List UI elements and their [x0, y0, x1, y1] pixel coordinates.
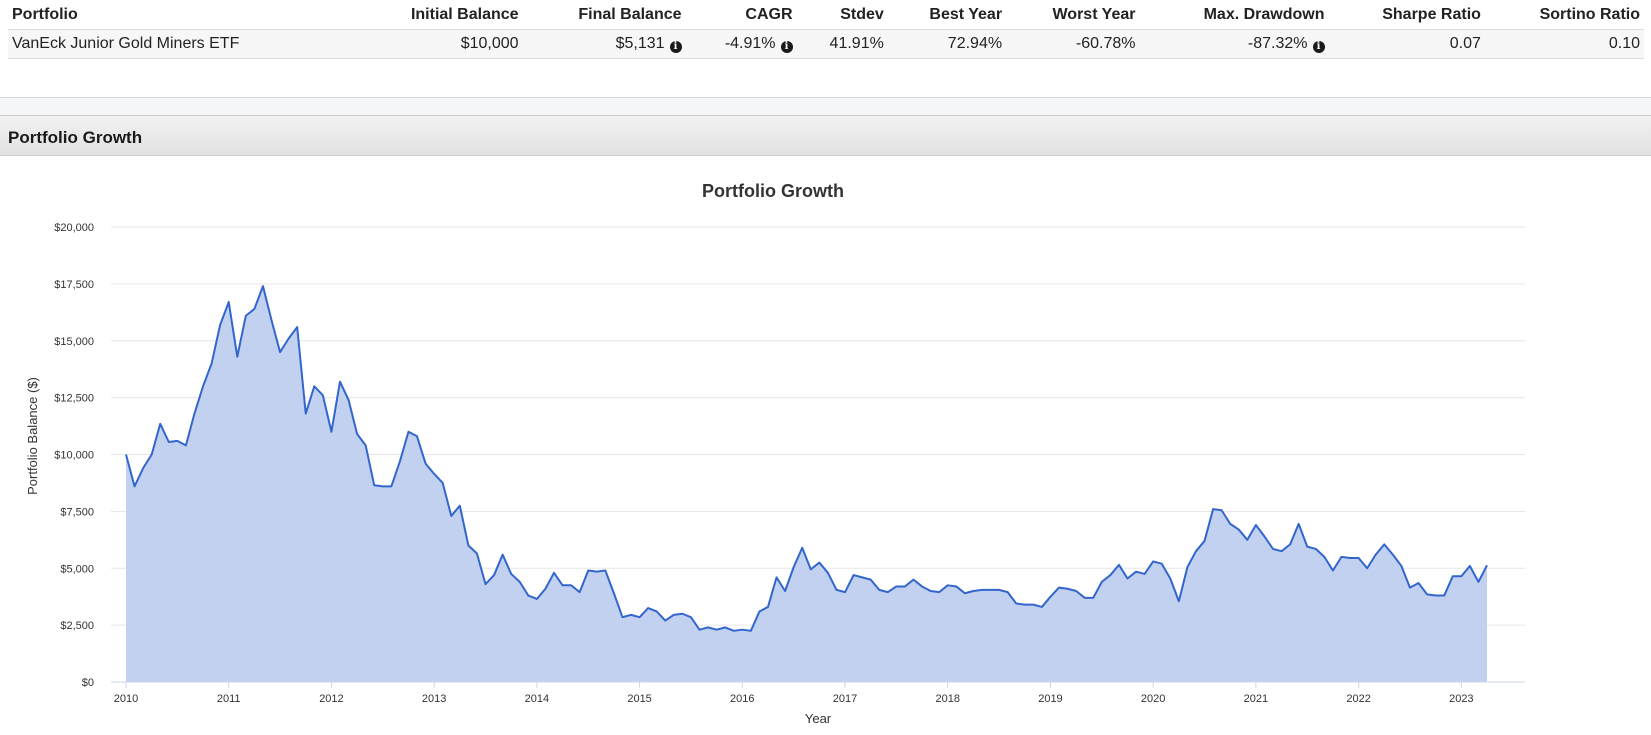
- x-tick-label: 2023: [1449, 693, 1473, 705]
- y-tick-label: $7,500: [60, 506, 94, 518]
- y-axis-ticks: $0 $2,500 $5,000 $7,500 $10,000 $12,500 $15,00…: [54, 222, 94, 689]
- stdev-value: 41.91%: [796, 29, 888, 59]
- sortino-ratio-value: 0.10: [1484, 29, 1644, 59]
- x-axis-ticks: 2010 2011 2012 2013 2014 2015 2016 2017 2018 2019…: [114, 682, 1474, 705]
- col-sortino-ratio: Sortino Ratio: [1539, 5, 1640, 23]
- final-balance-value: $5,131: [615, 35, 665, 52]
- x-tick-label: 2016: [730, 693, 754, 705]
- x-tick-label: 2017: [833, 693, 857, 705]
- worst-year-value: -60.78%: [1006, 29, 1140, 59]
- col-final-balance: Final Balance: [578, 5, 682, 23]
- portfolio-growth-chart: $0 $2,500 $5,000 $7,500 $10,000 $12,500 $15,00…: [25, 181, 1525, 726]
- section-divider: [0, 97, 1651, 116]
- max-drawdown-cell: -87.32% i: [1139, 29, 1329, 59]
- initial-balance-value: $10,000: [353, 29, 523, 59]
- y-tick-label: $17,500: [54, 279, 94, 291]
- col-initial-balance: Initial Balance: [410, 5, 519, 23]
- x-tick-label: 2021: [1244, 693, 1268, 705]
- y-tick-label: $2,500: [60, 620, 94, 632]
- x-tick-label: 2011: [217, 693, 241, 705]
- final-balance-cell: $5,131 i: [522, 29, 686, 59]
- col-sharpe-ratio: Sharpe Ratio: [1382, 5, 1481, 23]
- series-line[interactable]: [125, 285, 1488, 632]
- panel-title: Portfolio Growth: [8, 128, 143, 147]
- y-tick-label: $0: [82, 677, 94, 689]
- y-tick-label: $10,000: [54, 450, 94, 462]
- x-tick-label: 2014: [525, 693, 549, 705]
- x-tick-label: 2015: [627, 693, 651, 705]
- col-stdev: Stdev: [840, 5, 884, 23]
- series-area-fill: [126, 286, 1487, 682]
- col-max-drawdown: Max. Drawdown: [1203, 5, 1325, 23]
- portfolio-name-link[interactable]: VanEck Junior Gold Miners ETF: [8, 29, 354, 59]
- cagr-value: -4.91%: [724, 35, 776, 52]
- y-tick-label: $20,000: [54, 222, 94, 234]
- y-tick-label: $15,000: [54, 336, 94, 348]
- info-circle-icon[interactable]: i: [669, 41, 682, 53]
- max-drawdown-value: -87.32%: [1247, 35, 1308, 52]
- info-circle-icon[interactable]: i: [1312, 41, 1325, 53]
- col-cagr: CAGR: [745, 5, 793, 23]
- table-header-row: Portfolio Initial Balance Final Balance …: [8, 0, 1644, 30]
- info-circle-icon[interactable]: i: [780, 41, 793, 53]
- x-tick-label: 2010: [114, 693, 138, 705]
- portfolio-stats-table: Portfolio Initial Balance Final Balance …: [8, 0, 1644, 59]
- best-year-value: 72.94%: [887, 29, 1007, 59]
- y-axis-label: Portfolio Balance ($): [25, 377, 40, 495]
- col-portfolio: Portfolio: [12, 5, 78, 23]
- chart-title: Portfolio Growth: [702, 181, 844, 201]
- x-tick-label: 2019: [1038, 693, 1062, 705]
- y-tick-label: $5,000: [60, 563, 94, 575]
- x-tick-label: 2018: [935, 693, 959, 705]
- sharpe-ratio-value: 0.07: [1328, 29, 1485, 59]
- panel-header: Portfolio Growth: [0, 115, 1651, 156]
- x-tick-label: 2022: [1346, 693, 1370, 705]
- col-worst-year: Worst Year: [1052, 5, 1136, 23]
- x-tick-label: 2020: [1141, 693, 1165, 705]
- table-row: VanEck Junior Gold Miners ETF $10,000 $5…: [8, 29, 1644, 59]
- x-tick-label: 2012: [319, 693, 343, 705]
- x-tick-label: 2013: [422, 693, 446, 705]
- col-best-year: Best Year: [929, 5, 1003, 23]
- y-tick-label: $12,500: [54, 393, 94, 405]
- cagr-cell: -4.91% i: [685, 29, 797, 59]
- x-axis-label: Year: [805, 711, 832, 726]
